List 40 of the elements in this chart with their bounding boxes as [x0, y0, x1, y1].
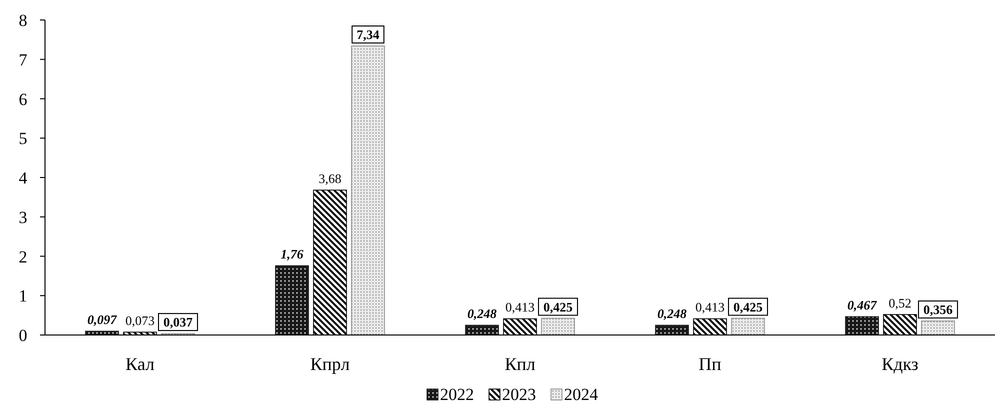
x-tick-label: Кпрл	[310, 354, 350, 374]
x-tick-label: Кпл	[504, 354, 536, 374]
x-tick-label: Кдкз	[882, 354, 918, 374]
data-label: 0,037	[163, 314, 194, 330]
data-label: 3,68	[318, 171, 342, 186]
y-tick-label: 8	[18, 11, 28, 30]
data-label: 0,073	[125, 313, 155, 328]
data-label: 0,097	[87, 312, 118, 328]
bar	[351, 46, 385, 336]
y-tick-label: 3	[18, 208, 28, 227]
data-label: 1,76	[280, 246, 304, 262]
data-label: 0,248	[467, 306, 498, 322]
data-label: 0,356	[923, 302, 954, 317]
bar	[731, 318, 765, 336]
bar	[655, 324, 689, 336]
data-label: 7,34	[356, 26, 380, 42]
y-tick-label: 0	[18, 326, 28, 345]
data-label: 0,413	[505, 300, 535, 315]
legend-label: 2023	[502, 385, 536, 404]
x-tick-label: Кал	[126, 354, 154, 374]
data-label: 0,413	[695, 300, 725, 315]
y-tick-label: 1	[18, 286, 28, 306]
data-label: 0,248	[657, 306, 688, 322]
bar	[465, 324, 499, 336]
legend-label: 2022	[440, 385, 474, 404]
x-tick-label: Пп	[698, 354, 722, 374]
data-label: 0,52	[888, 296, 912, 311]
y-tick-label: 6	[18, 90, 28, 109]
data-label: 0,425	[543, 299, 574, 314]
bar	[921, 320, 955, 336]
data-label: 0,467	[847, 298, 878, 313]
data-label: 0,425	[733, 299, 764, 314]
bar	[275, 265, 309, 336]
y-tick-label: 5	[18, 129, 28, 148]
bar	[845, 316, 879, 336]
legend-label: 2024	[564, 385, 598, 404]
y-tick-label: 7	[18, 50, 28, 70]
y-tick-label: 2	[18, 247, 28, 266]
y-tick-label: 4	[18, 168, 28, 188]
bar	[541, 318, 575, 336]
